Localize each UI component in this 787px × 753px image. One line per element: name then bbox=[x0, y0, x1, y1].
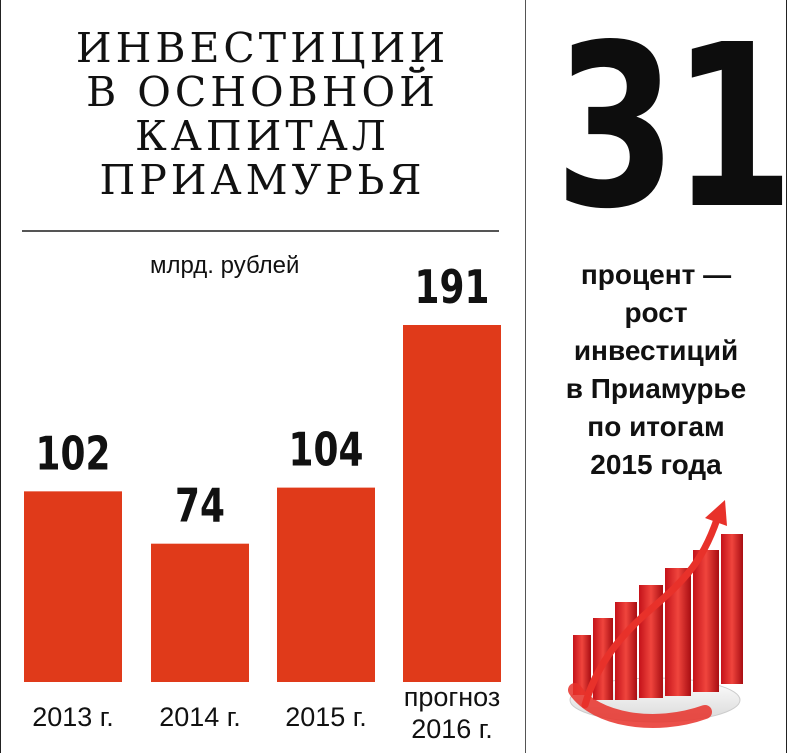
column-divider bbox=[525, 0, 526, 753]
growth-chart-icon bbox=[568, 500, 743, 728]
bar bbox=[151, 543, 249, 682]
caption-line: рост bbox=[624, 297, 688, 328]
caption-line: в Приамурье bbox=[565, 373, 747, 404]
title-divider bbox=[22, 230, 499, 232]
caption-line: 2015 года bbox=[590, 449, 722, 480]
category-label: 2013 г. bbox=[32, 702, 114, 732]
caption-line: процент — bbox=[580, 259, 732, 290]
frame-border-left bbox=[0, 0, 1, 753]
unit-label: млрд. рублей bbox=[150, 252, 300, 279]
title-line: ИНВЕСТИЦИИ bbox=[75, 24, 450, 72]
highlight-number: 31 bbox=[554, 0, 787, 259]
title-line: КАПИТАЛ bbox=[135, 112, 390, 160]
title-line: ПРИАМУРЬЯ bbox=[99, 156, 426, 204]
bar-value-label: 191 bbox=[415, 261, 490, 315]
bar-value-label: 104 bbox=[289, 423, 364, 477]
highlight-caption: процент — рост инвестиций в Приамурье по… bbox=[528, 256, 784, 484]
chart-title: ИНВЕСТИЦИИ В ОСНОВНОЙ КАПИТАЛ ПРИАМУРЬЯ bbox=[10, 26, 515, 202]
bar-chart: 102 2013 г. 74 2014 г. 104 2015 г. 191 прогноз2… bbox=[24, 261, 501, 744]
bar-value-label: 74 bbox=[175, 479, 225, 533]
category-label: прогноз bbox=[404, 682, 501, 712]
bar bbox=[24, 491, 122, 682]
category-label: 2016 г. bbox=[411, 714, 493, 744]
bar-value-label: 102 bbox=[36, 427, 111, 481]
title-line: В ОСНОВНОЙ bbox=[86, 68, 439, 116]
caption-line: по итогам bbox=[587, 411, 725, 442]
bar bbox=[403, 325, 501, 682]
bar bbox=[277, 487, 375, 682]
category-label: 2014 г. bbox=[159, 702, 241, 732]
category-label: 2015 г. bbox=[285, 702, 367, 732]
caption-line: инвестиций bbox=[573, 335, 739, 366]
